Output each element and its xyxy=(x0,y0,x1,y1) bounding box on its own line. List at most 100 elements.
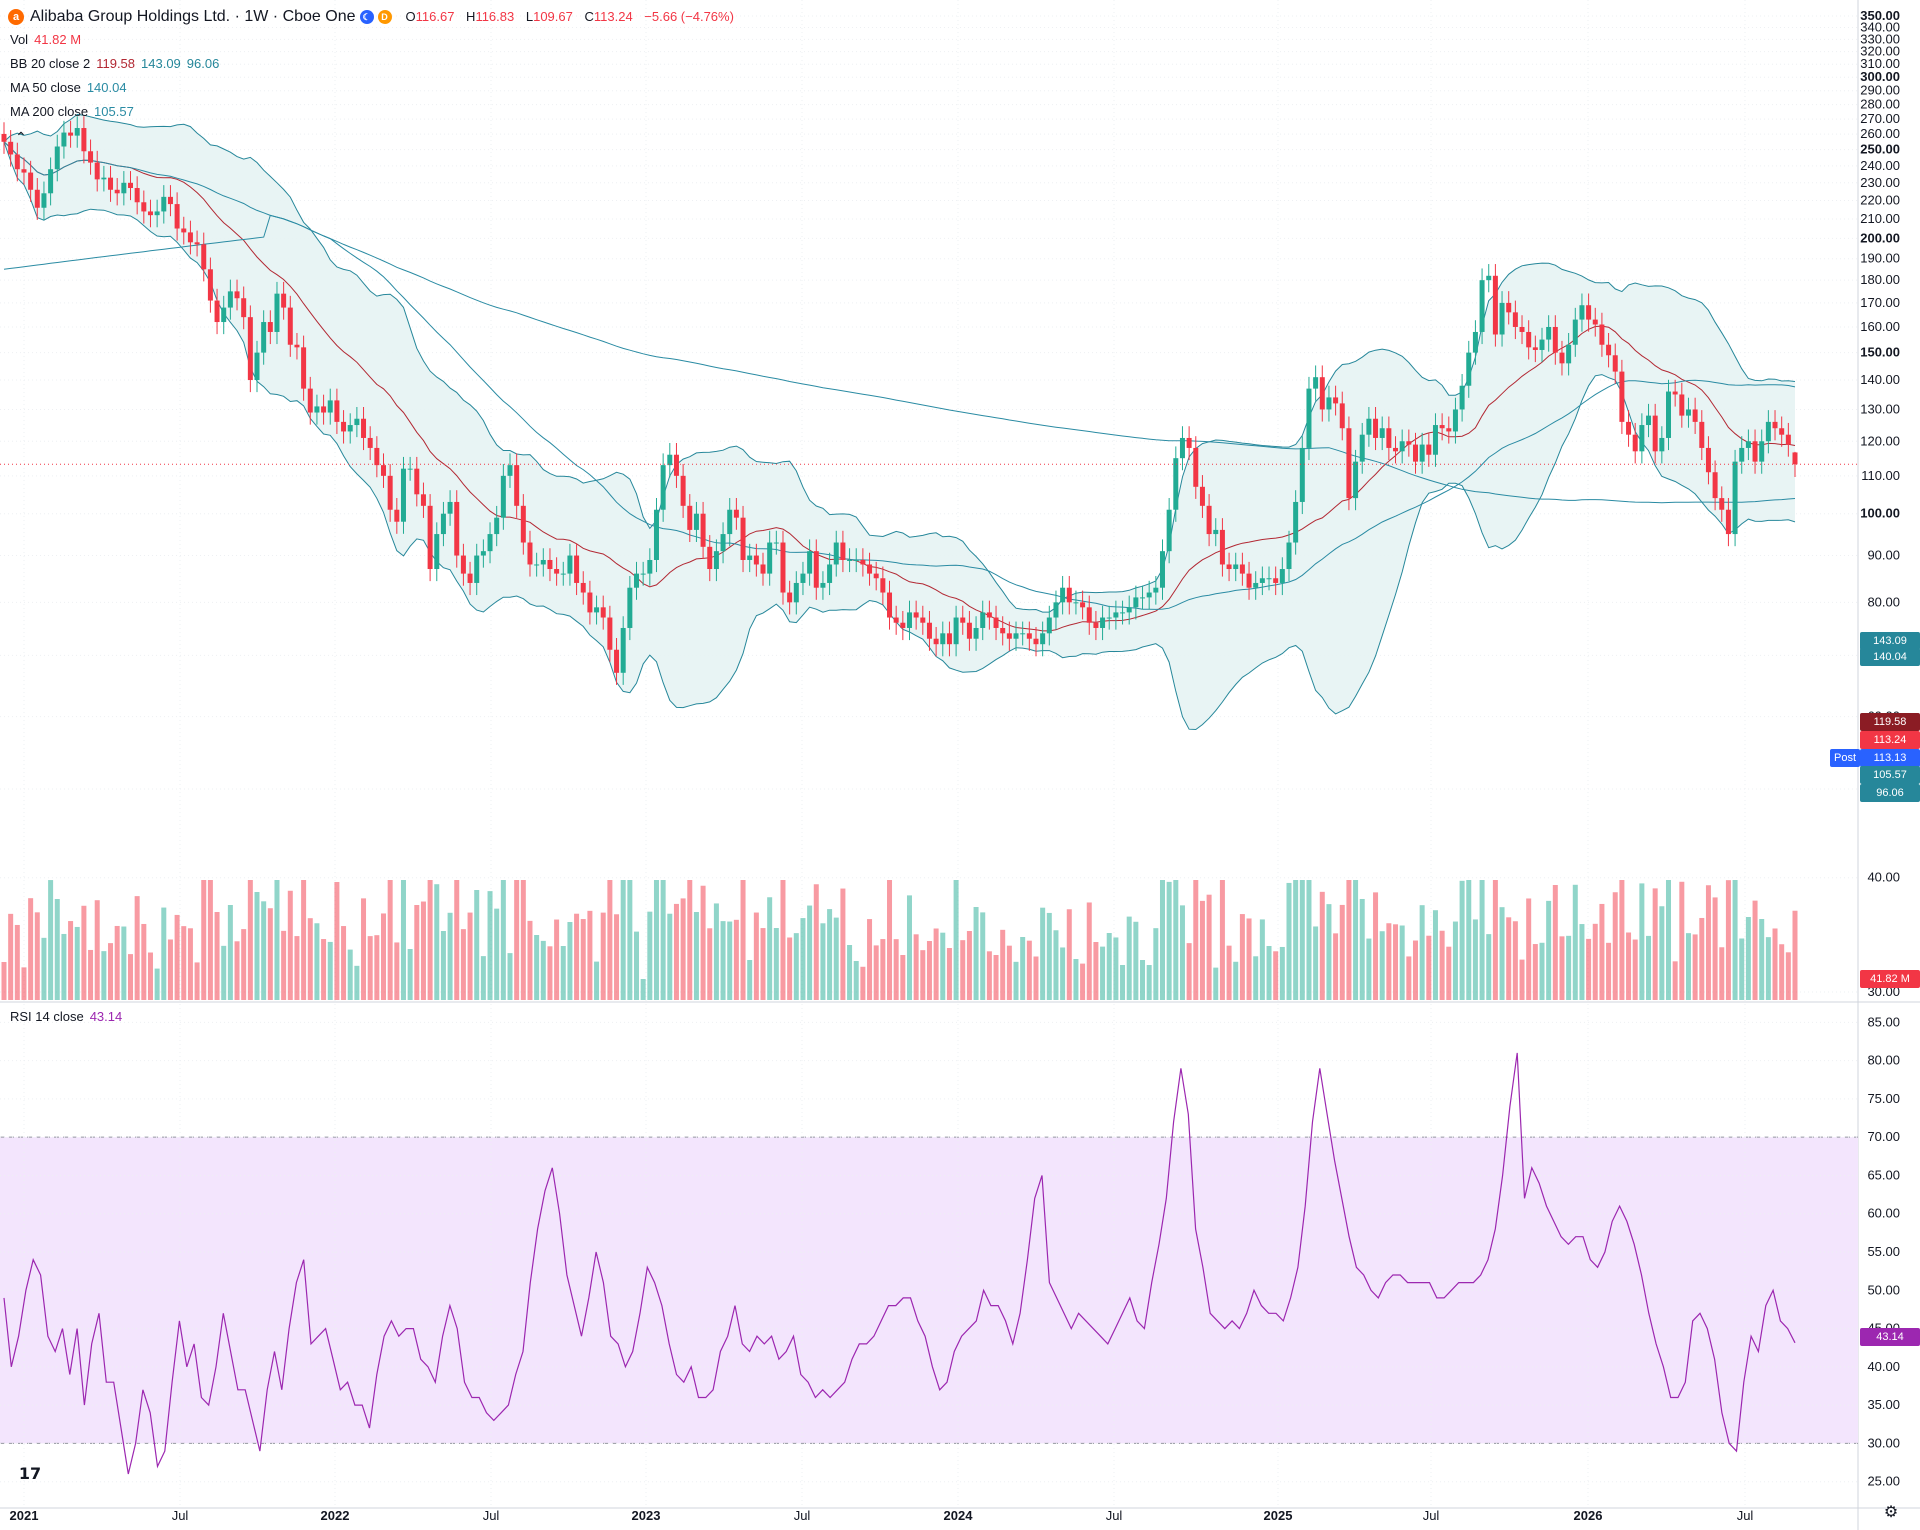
candle xyxy=(986,600,992,630)
candle-body xyxy=(267,322,273,332)
candle-body xyxy=(1619,371,1625,422)
candle xyxy=(1393,436,1399,464)
bb-legend[interactable]: BB 20 close 2 119.58 143.09 96.06 xyxy=(0,54,225,74)
change-value: −5.66 (−4.76%) xyxy=(644,9,734,24)
candle-body xyxy=(946,633,952,645)
candle xyxy=(1133,585,1139,620)
candle-body xyxy=(134,188,140,203)
collapse-legend-icon[interactable]: ⌃ xyxy=(15,129,27,145)
candle-body xyxy=(507,465,513,476)
candle xyxy=(427,494,433,582)
candle-body xyxy=(833,542,839,565)
candle xyxy=(68,120,74,148)
volume-bar xyxy=(201,880,207,1000)
volume-bar xyxy=(594,961,600,1000)
candle xyxy=(14,142,20,182)
ma50-legend-value: 140.04 xyxy=(86,80,127,95)
candle xyxy=(1619,359,1625,434)
candle xyxy=(254,340,260,393)
candle xyxy=(673,442,679,488)
ma200-legend[interactable]: MA 200 close 105.57 xyxy=(0,102,140,122)
candle-body xyxy=(847,559,853,561)
price-tick-label: 210.00 xyxy=(1860,211,1900,226)
candle xyxy=(1526,320,1532,360)
volume-bar xyxy=(167,939,173,1000)
candle xyxy=(8,130,14,167)
market-closed-icon[interactable]: ☾ xyxy=(359,10,374,24)
volume-bar xyxy=(1213,967,1219,1000)
candle-body xyxy=(1772,421,1778,429)
candle xyxy=(627,575,633,641)
gear-icon[interactable]: ⚙ xyxy=(1883,1504,1899,1521)
volume-bar xyxy=(906,895,912,1000)
candle-body xyxy=(1086,607,1092,623)
volume-bar xyxy=(560,946,566,1000)
volume-bar xyxy=(1379,931,1385,1000)
candle-body xyxy=(1226,564,1232,570)
candle-body xyxy=(61,132,67,147)
volume-bar xyxy=(460,929,466,1000)
volume-legend[interactable]: Vol 41.82 M xyxy=(0,30,87,50)
candle xyxy=(1559,340,1565,376)
volume-bar xyxy=(1446,946,1452,1000)
volume-bar xyxy=(1699,917,1705,1000)
candle xyxy=(281,281,287,320)
volume-bar xyxy=(261,901,267,1000)
volume-bar xyxy=(620,880,626,1000)
volume-bar xyxy=(434,884,440,1000)
rsi-tick-label: 25.00 xyxy=(1867,1474,1900,1489)
bb-upper-value: 143.09 xyxy=(141,56,181,71)
volume-bar xyxy=(1373,892,1379,1000)
bollinger-band-fill xyxy=(4,114,1795,730)
candle xyxy=(820,571,826,600)
candle xyxy=(1646,403,1652,438)
volume-bar xyxy=(514,880,520,1000)
ma200-legend-name: MA 200 close xyxy=(10,104,89,119)
volume-bar xyxy=(1506,917,1512,1000)
rsi-legend[interactable]: RSI 14 close 43.14 xyxy=(0,1007,128,1027)
candle xyxy=(767,530,773,586)
candle-body xyxy=(1279,569,1285,583)
ma50-legend[interactable]: MA 50 close 140.04 xyxy=(0,78,133,98)
bb-lower-value: 96.06 xyxy=(186,56,220,71)
volume-bar xyxy=(1725,880,1731,1000)
volume-bar xyxy=(161,907,167,1000)
volume-bar xyxy=(500,880,506,1000)
candle-body xyxy=(1612,355,1618,372)
volume-bar xyxy=(773,928,779,1000)
candle-body xyxy=(1053,602,1059,618)
candle-body xyxy=(1412,444,1418,462)
candle xyxy=(1093,610,1099,641)
volume-bar xyxy=(1279,946,1285,1000)
candle xyxy=(301,335,307,401)
candle xyxy=(580,571,586,605)
price-tick-label: 150.00 xyxy=(1860,345,1900,360)
candle-body xyxy=(787,592,793,603)
candle-body xyxy=(1599,324,1605,345)
volume-bar xyxy=(474,890,480,1000)
candle-body xyxy=(467,573,473,583)
volume-bar xyxy=(1579,924,1585,1000)
candle-body xyxy=(394,509,400,522)
volume-bar xyxy=(347,949,353,1000)
candle-body xyxy=(1286,542,1292,570)
candle-body xyxy=(527,542,533,565)
candle-body xyxy=(1166,509,1172,552)
candle-body xyxy=(620,627,626,673)
dividend-icon[interactable]: D xyxy=(377,10,392,24)
candle xyxy=(1606,333,1612,368)
tradingview-logo-icon[interactable]: 17 xyxy=(18,1464,42,1483)
volume-bar xyxy=(267,908,273,1000)
candle-body xyxy=(753,555,759,565)
candle-body xyxy=(1679,394,1685,416)
candle xyxy=(1519,315,1525,345)
candle-body xyxy=(387,475,393,510)
candle xyxy=(447,490,453,526)
candle-body xyxy=(1273,578,1279,583)
candle xyxy=(367,426,373,461)
candle xyxy=(993,605,999,641)
symbol-title[interactable]: Alibaba Group Holdings Ltd. · 1W · Cboe … xyxy=(30,8,356,25)
volume-bar xyxy=(1539,942,1545,1000)
bb-legend-name: BB 20 close 2 xyxy=(10,56,91,71)
